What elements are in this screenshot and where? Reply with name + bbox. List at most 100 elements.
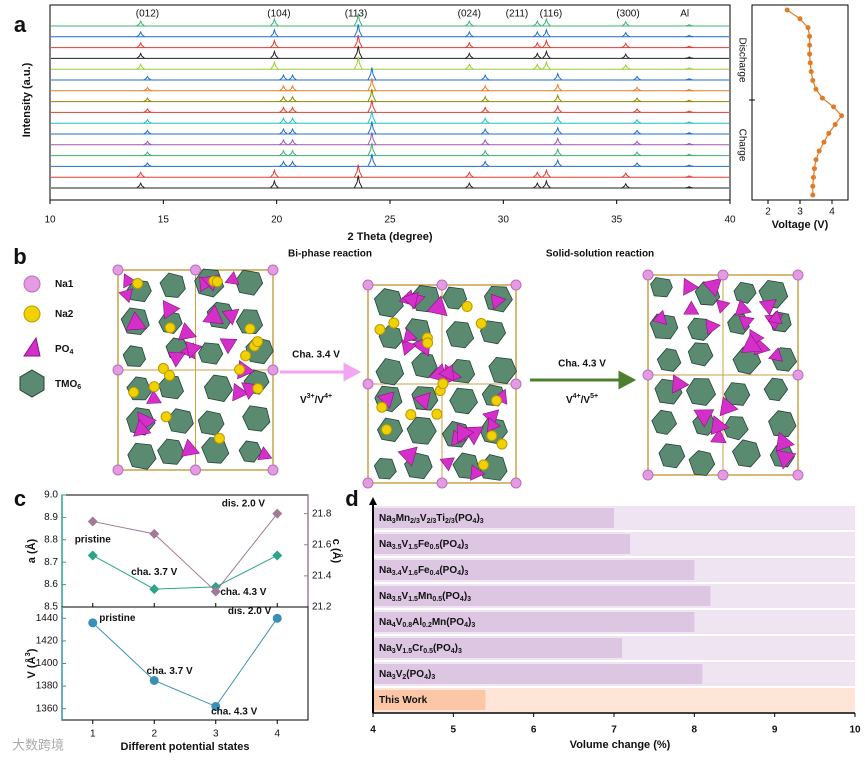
diffraction-peak bbox=[621, 53, 631, 59]
bar-label-part: V bbox=[420, 513, 427, 524]
diffraction-peak bbox=[685, 24, 694, 27]
tetrahedron bbox=[185, 341, 203, 359]
tetrahedron bbox=[133, 419, 152, 437]
octahedron bbox=[234, 269, 264, 296]
bar-label-part: This Work bbox=[379, 695, 428, 706]
step-couple-part: 4+ bbox=[324, 393, 332, 400]
diffraction-peak bbox=[143, 97, 152, 103]
diffraction-peak bbox=[279, 149, 288, 156]
na2-atom bbox=[132, 277, 144, 289]
bar-label-part: 3 bbox=[392, 674, 396, 681]
legend-label-part: Na2 bbox=[55, 309, 74, 320]
bar-label-part: Na bbox=[379, 617, 392, 628]
bar-label-part: ) bbox=[428, 669, 431, 680]
crystal-structure bbox=[362, 279, 522, 489]
diffraction-peak bbox=[542, 60, 551, 70]
octahedron bbox=[687, 317, 712, 341]
tetrahedron bbox=[702, 278, 722, 298]
diffraction-peak bbox=[621, 171, 631, 178]
panel-label: b bbox=[13, 244, 26, 269]
diffraction-peak bbox=[685, 110, 694, 113]
x-tick-label: 2 bbox=[151, 729, 157, 740]
na2-atom bbox=[213, 432, 225, 444]
tetrahedron bbox=[768, 347, 783, 362]
na1-atom bbox=[792, 369, 804, 381]
peak-label: (300) bbox=[616, 9, 639, 20]
annotation: cha. 4.3 V bbox=[220, 587, 266, 598]
tetrahedron bbox=[652, 309, 668, 325]
tetrahedron bbox=[397, 446, 418, 467]
tetrahedron bbox=[470, 464, 486, 481]
tetrahedron bbox=[710, 415, 730, 436]
diffraction-peak bbox=[136, 171, 145, 178]
y-tick-label: 1420 bbox=[36, 636, 59, 647]
bar-label-part: ) bbox=[461, 565, 464, 576]
x-tick-label: 5 bbox=[451, 725, 457, 736]
diffraction-peak bbox=[685, 186, 694, 189]
bar bbox=[373, 586, 711, 606]
tetrahedron bbox=[775, 449, 797, 470]
bar bbox=[373, 534, 631, 554]
diffraction-peak bbox=[279, 117, 288, 124]
plot-frame bbox=[751, 4, 849, 201]
bar-label-part: V bbox=[402, 591, 409, 602]
octahedron bbox=[127, 442, 157, 470]
diffraction-peak bbox=[553, 147, 563, 156]
octahedron bbox=[375, 358, 405, 386]
bar-label: Na3Mn2/3V2/3Ti2/3(PO4)3 bbox=[379, 513, 484, 526]
voltage-point bbox=[832, 122, 838, 128]
na1-atom bbox=[190, 464, 201, 476]
bar-label-part: Cr bbox=[412, 643, 423, 654]
tetrahedron bbox=[123, 273, 137, 289]
bar-label-part: ) bbox=[476, 513, 479, 524]
voltage-point bbox=[810, 183, 816, 189]
annotation: cha. 4.3 V bbox=[211, 707, 257, 718]
diffraction-peak bbox=[632, 107, 642, 113]
diffraction-peak bbox=[465, 19, 474, 27]
bar bbox=[373, 560, 695, 580]
x-tick-label: 7 bbox=[611, 725, 617, 736]
na2-atom bbox=[376, 401, 388, 413]
bar-label-part: (PO bbox=[406, 669, 424, 680]
octahedron bbox=[488, 356, 518, 384]
y2-tick-label: 21.6 bbox=[312, 539, 332, 550]
plot-frame bbox=[61, 494, 309, 608]
diffraction-peak bbox=[685, 45, 694, 49]
octahedron bbox=[198, 342, 224, 365]
tetrahedron bbox=[146, 389, 162, 404]
step-condition: Cha. 3.4 V bbox=[292, 350, 340, 361]
diffraction-peak bbox=[143, 129, 152, 135]
na2-atom bbox=[164, 322, 176, 334]
diffraction-peak bbox=[367, 153, 377, 167]
na2-atom bbox=[496, 438, 508, 450]
diffraction-peak bbox=[542, 179, 551, 189]
diffraction-peak bbox=[288, 95, 297, 102]
diffraction-peak bbox=[685, 132, 694, 135]
x-tick-label: 4 bbox=[370, 725, 376, 736]
diffraction-peak bbox=[367, 121, 377, 135]
voltage-point bbox=[807, 33, 813, 39]
diffraction-peak bbox=[480, 73, 490, 81]
bar-label-part: 4 bbox=[457, 570, 461, 577]
y2-tick-label: 21.2 bbox=[312, 602, 332, 613]
diffraction-peak bbox=[553, 126, 563, 135]
diffraction-peak bbox=[465, 30, 474, 38]
point bbox=[87, 550, 98, 561]
x-tick-label: 10 bbox=[44, 215, 56, 226]
voltage-point bbox=[805, 25, 811, 31]
diffraction-peak bbox=[533, 41, 542, 48]
diffraction-peak bbox=[270, 60, 279, 70]
octahedron bbox=[650, 277, 673, 298]
na1-atom bbox=[362, 477, 374, 489]
point bbox=[149, 528, 160, 539]
octahedron bbox=[479, 320, 507, 345]
diffraction-peak bbox=[685, 175, 694, 178]
series-line bbox=[92, 513, 278, 593]
na1-atom bbox=[267, 264, 279, 276]
bar-label-part: Na bbox=[379, 669, 392, 680]
voltage-point bbox=[819, 95, 825, 101]
legend-label: PO4 bbox=[55, 344, 73, 357]
tetrahedron bbox=[758, 299, 777, 316]
bar-label-part: 1.5 bbox=[408, 596, 418, 603]
y-axis-label-part: ) bbox=[26, 648, 38, 652]
